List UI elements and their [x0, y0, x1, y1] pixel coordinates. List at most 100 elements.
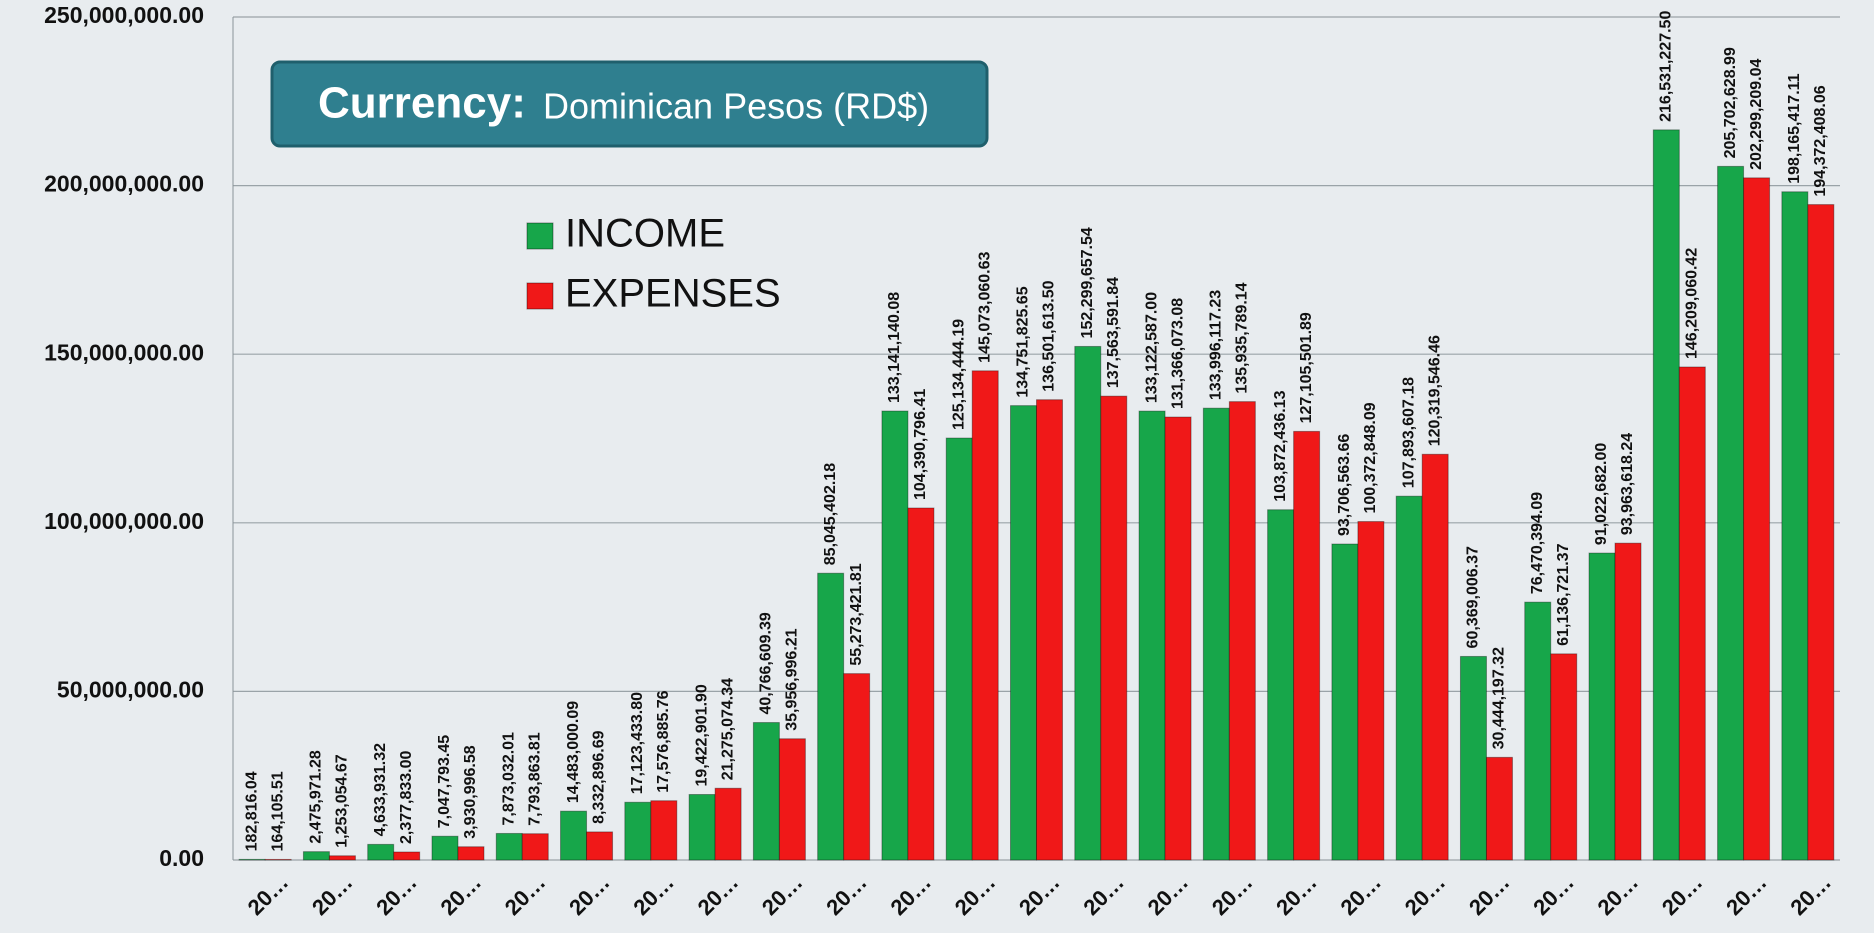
- value-label: 131,366,073.08: [1169, 298, 1186, 409]
- bar: [1524, 601, 1552, 861]
- value-label: 133,141,140.08: [886, 292, 903, 403]
- x-tick-label: 20…: [1528, 870, 1579, 921]
- x-tick-label: 20…: [693, 870, 744, 921]
- value-label: 3,930,996.58: [462, 745, 479, 839]
- value-label: 107,893,607.18: [1400, 377, 1417, 488]
- value-label: 4,633,931.32: [372, 743, 389, 837]
- bar: [1485, 756, 1513, 861]
- value-label: 205,702,628.99: [1722, 47, 1739, 158]
- x-tick-label: 20…: [885, 870, 936, 921]
- value-label: 2,475,971.28: [308, 750, 325, 844]
- bar: [1036, 399, 1063, 861]
- value-label: 145,073,060.63: [976, 251, 993, 362]
- x-tick-label: 20…: [1335, 870, 1386, 921]
- value-label: 104,390,796.41: [912, 389, 929, 500]
- bar: [1100, 395, 1128, 861]
- bar: [1588, 552, 1616, 861]
- value-label: 133,122,587.00: [1143, 292, 1160, 403]
- bar: [907, 507, 935, 861]
- y-tick-label: 0.00: [159, 845, 204, 871]
- bar: [495, 832, 523, 861]
- y-tick-label: 100,000,000.00: [44, 508, 204, 534]
- value-label: 125,134,444.19: [950, 319, 967, 430]
- bar: [586, 831, 614, 861]
- value-label: 91,022,682.00: [1593, 443, 1610, 545]
- value-label: 61,136,721.37: [1555, 543, 1572, 645]
- bar: [714, 787, 742, 861]
- annotation-label: Currency:: [318, 79, 526, 128]
- bar: [881, 410, 909, 861]
- value-label: 216,531,227.50: [1658, 11, 1675, 122]
- value-label: 35,956,996.21: [784, 628, 801, 730]
- bar: [1652, 129, 1680, 861]
- value-label: 103,872,436.13: [1272, 390, 1289, 501]
- bar: [843, 673, 871, 861]
- bar: [264, 858, 292, 861]
- value-label: 137,563,591.84: [1105, 277, 1122, 388]
- value-label: 198,165,417.11: [1786, 73, 1803, 183]
- bar: [1550, 653, 1578, 861]
- bar: [1395, 495, 1423, 861]
- x-tick-label: 20…: [307, 870, 358, 921]
- x-tick-label: 20…: [628, 870, 679, 921]
- bar: [1164, 416, 1192, 861]
- bar: [624, 801, 652, 861]
- bar: [752, 722, 780, 861]
- bar: [328, 855, 356, 861]
- value-label: 7,873,032.01: [500, 732, 517, 826]
- bar: [1228, 401, 1256, 861]
- value-label: 60,369,006.37: [1465, 546, 1482, 648]
- value-label: 8,332,896.69: [591, 730, 608, 824]
- bar: [778, 738, 806, 861]
- x-tick-label: 20…: [1143, 870, 1194, 921]
- x-tick-label: 20…: [950, 870, 1001, 921]
- value-label: 14,483,000.09: [565, 701, 582, 803]
- legend-swatch: [526, 282, 554, 310]
- value-label: 76,470,394.09: [1529, 492, 1546, 594]
- bar: [1331, 543, 1359, 861]
- value-label: 182,816.04: [243, 771, 260, 851]
- x-tick-label: 20…: [243, 870, 294, 921]
- bar: [1293, 430, 1321, 861]
- value-label: 164,105.51: [269, 771, 286, 851]
- y-tick-label: 150,000,000.00: [44, 339, 204, 365]
- x-tick-label: 20…: [1078, 870, 1129, 921]
- legend-label: INCOME: [565, 212, 725, 256]
- annotation-background: [270, 60, 989, 148]
- annotation-text: Dominican Pesos (RD$): [543, 86, 929, 127]
- x-tick-label: 20…: [1657, 870, 1708, 921]
- y-tick-label: 50,000,000.00: [57, 676, 204, 702]
- x-tick-label: 20…: [1271, 870, 1322, 921]
- value-label: 135,935,789.14: [1234, 282, 1251, 393]
- x-tick-label: 20…: [1593, 870, 1644, 921]
- bar: [1807, 204, 1835, 861]
- y-tick-label: 200,000,000.00: [44, 171, 204, 197]
- bar: [1202, 407, 1230, 861]
- y-tick-label: 250,000,000.00: [44, 2, 204, 28]
- bar: [1781, 191, 1809, 861]
- bar: [650, 800, 678, 861]
- value-label: 30,444,197.32: [1491, 647, 1508, 749]
- value-label: 100,372,848.09: [1362, 402, 1379, 513]
- bar: [1459, 655, 1487, 861]
- bar: [945, 437, 973, 861]
- value-label: 17,576,885.76: [655, 690, 672, 792]
- x-tick-label: 20…: [500, 870, 551, 921]
- value-label: 21,275,074.34: [719, 678, 736, 780]
- bar: [1010, 405, 1037, 861]
- bar: [302, 851, 330, 861]
- legend-label: EXPENSES: [565, 272, 781, 316]
- value-label: 120,319,546.46: [1426, 335, 1443, 446]
- annotation-box: Currency: Dominican Pesos (RD$): [270, 60, 989, 148]
- x-tick-label: 20…: [1207, 870, 1258, 921]
- value-label: 152,299,657.54: [1079, 227, 1096, 338]
- value-label: 55,273,421.81: [848, 563, 865, 665]
- value-label: 1,253,054.67: [334, 754, 351, 848]
- x-tick-label: 20…: [1014, 870, 1065, 921]
- x-tick-label: 20…: [1785, 870, 1836, 921]
- bar: [1743, 177, 1771, 861]
- bar: [431, 835, 459, 861]
- bar: [367, 843, 395, 861]
